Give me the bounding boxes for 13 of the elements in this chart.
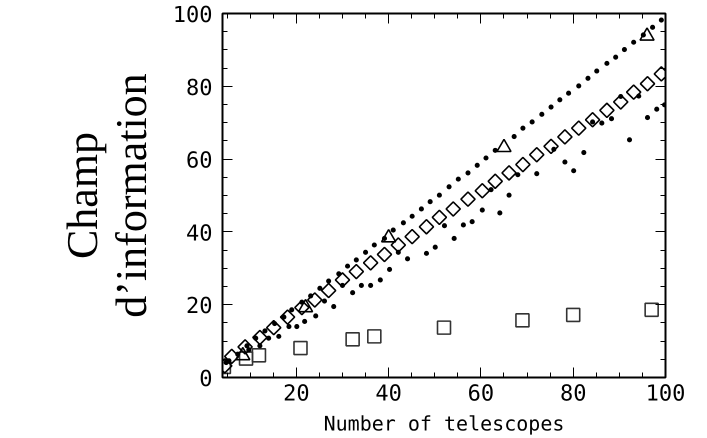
y-tick-label: 60	[186, 148, 213, 174]
x-tick-label: 40	[375, 382, 402, 406]
y-tick-label: 0	[199, 367, 213, 392]
x-tick-label: 80	[560, 382, 586, 406]
y-tick-label: 80	[186, 76, 213, 101]
y-axis-title: Champ d’information	[58, 73, 156, 318]
y-tick-label: 40	[186, 221, 213, 246]
x-tick-label: 60	[468, 382, 494, 406]
y-tick-label: 100	[172, 3, 213, 28]
y-tick-label: 20	[186, 294, 213, 320]
x-tick-label: 20	[283, 382, 310, 406]
x-axis-title: Number of telescopes	[324, 412, 564, 436]
x-tick-label: 100	[646, 382, 686, 406]
